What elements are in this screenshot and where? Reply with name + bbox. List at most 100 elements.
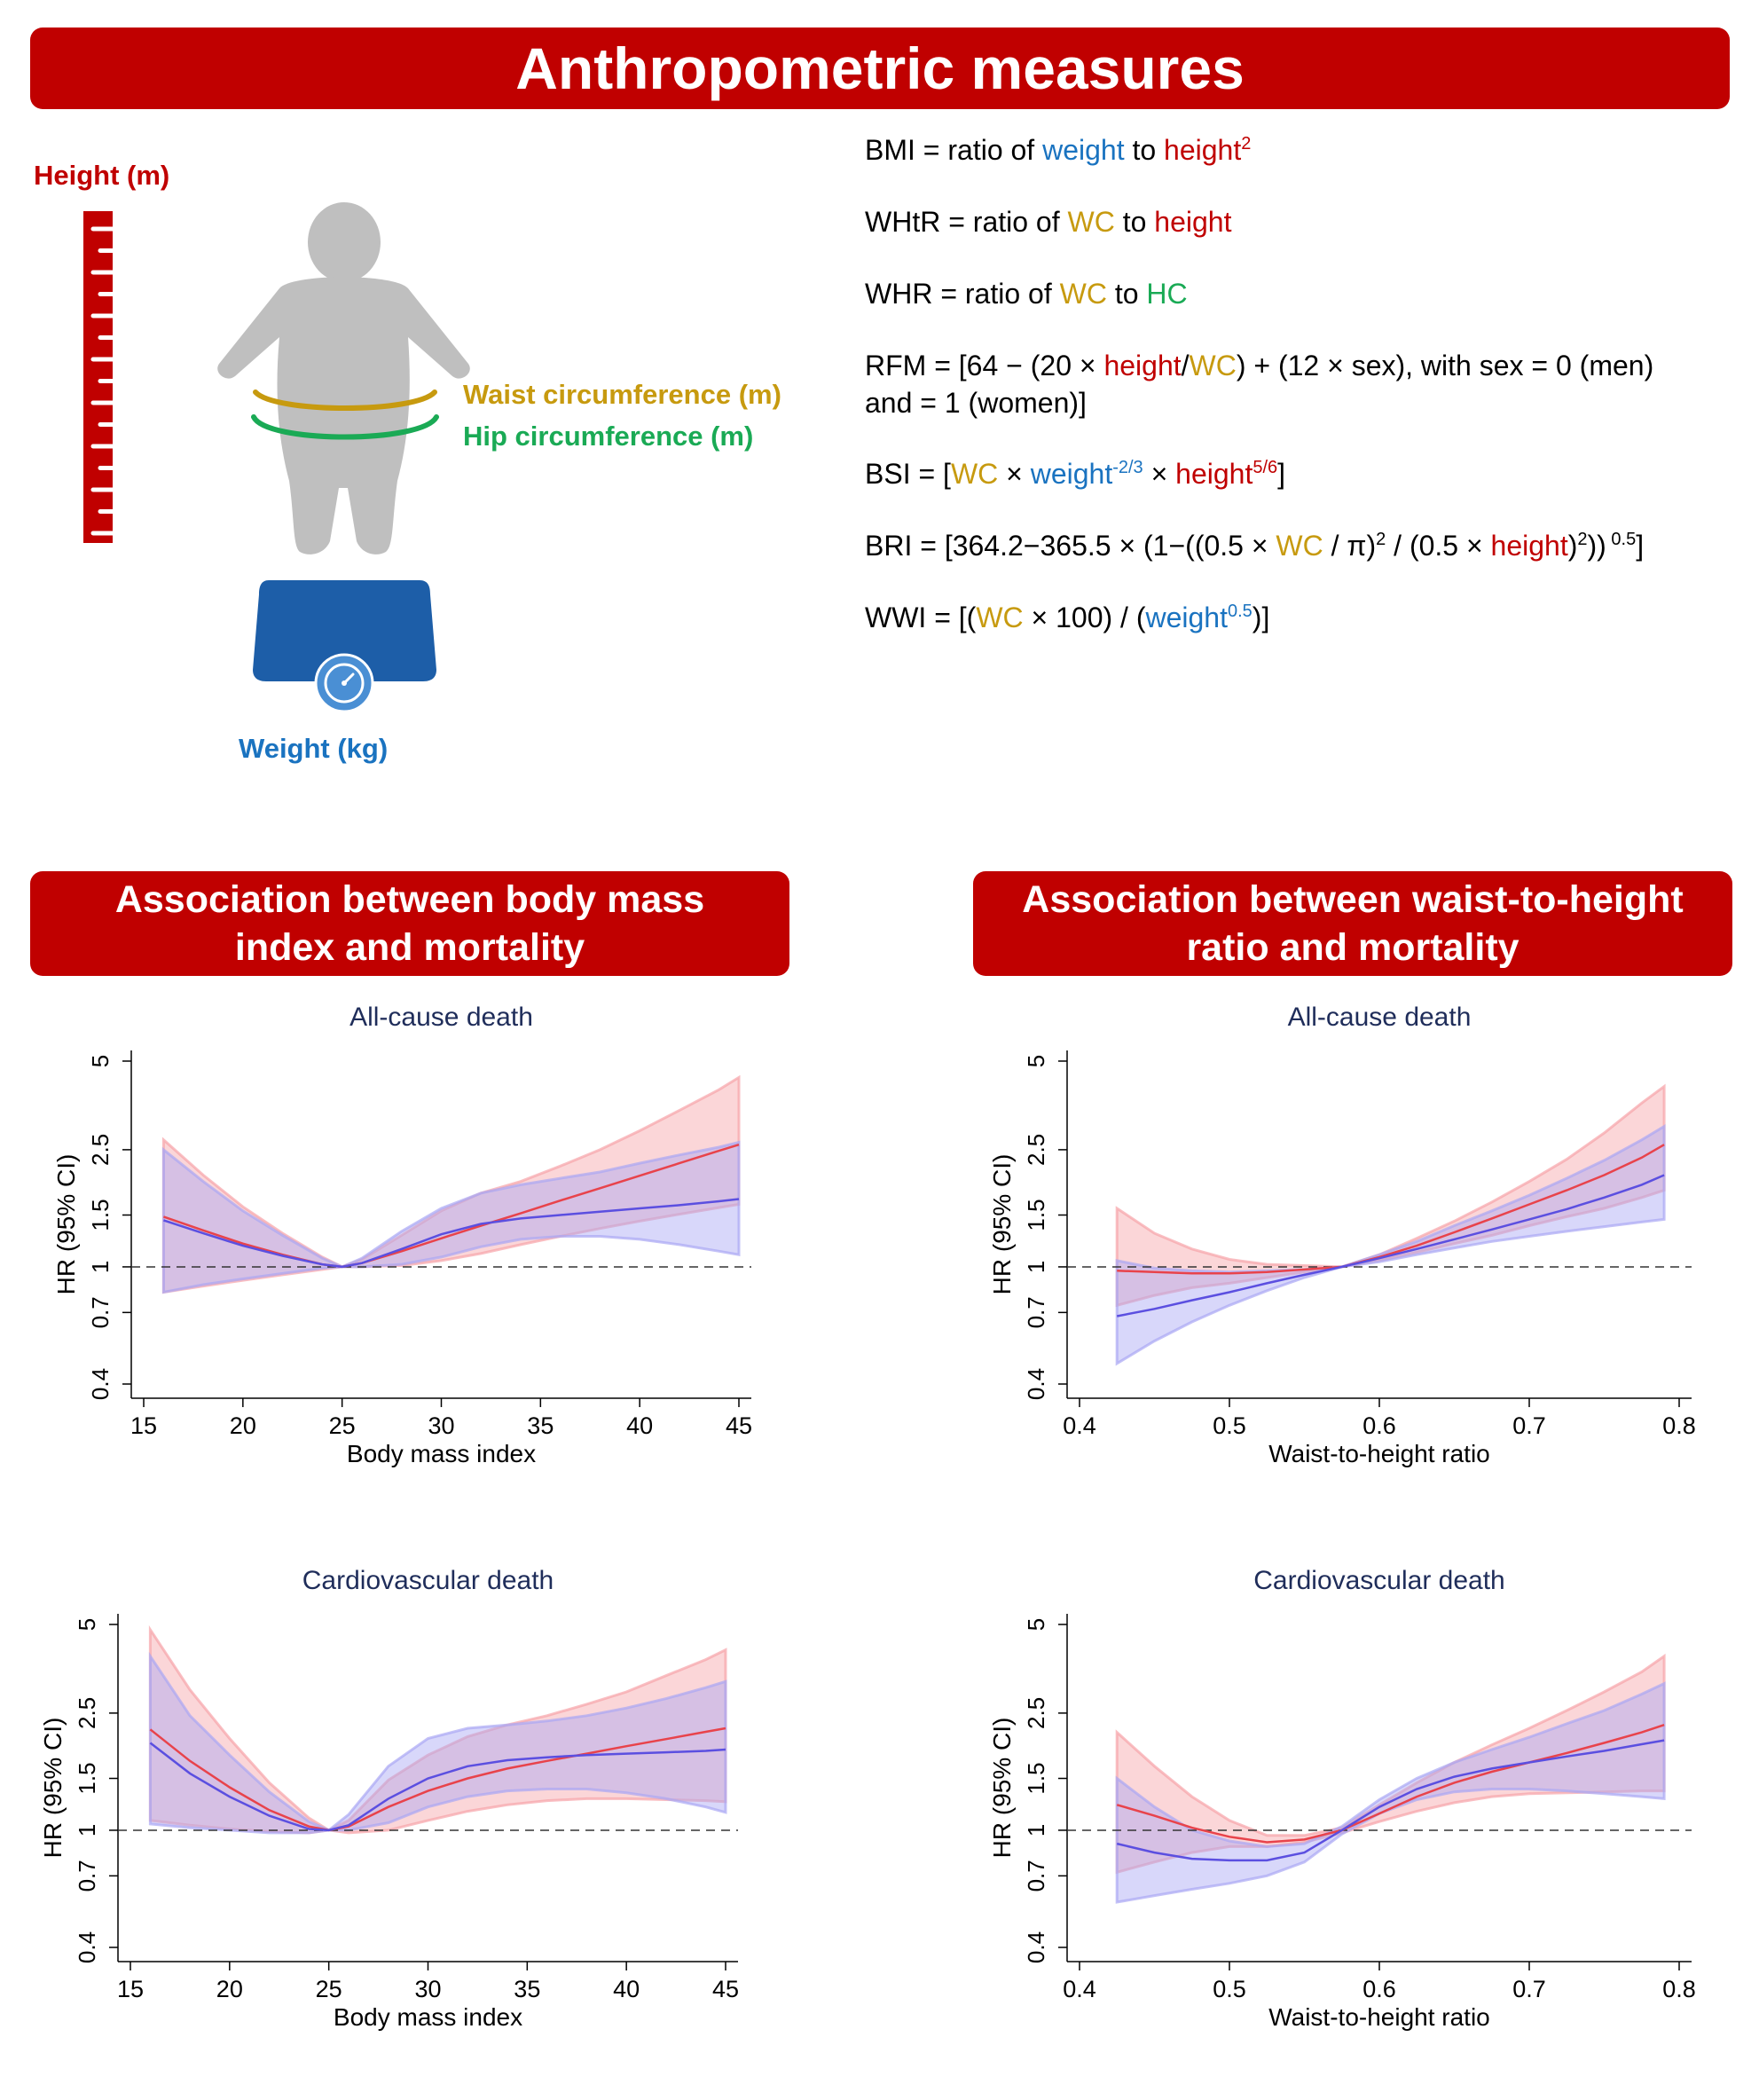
y-tick-label: 1.5: [87, 1199, 114, 1231]
rfm-formula: RFM = [64 − (20 × height/WC) + (12 × sex…: [865, 350, 1654, 419]
bsi-formula: BSI = [WC × weight-2/3 × height5/6]: [865, 458, 1286, 490]
weight-scale-icon: [253, 580, 436, 713]
series-line: [149, 1726, 726, 1832]
page-title: Anthropometric measures: [515, 35, 1245, 101]
bmi-formula: BMI = ratio of weight to height2: [865, 134, 1252, 166]
x-tick-label: 40: [613, 1976, 640, 2002]
y-tick-label: 5: [87, 1055, 114, 1067]
whtr-section-banner: Association between waist-to-height rati…: [973, 871, 1732, 976]
person-icon: [217, 202, 470, 554]
chart-background: [985, 994, 1747, 1490]
series-line: [1116, 1724, 1665, 1844]
y-tick-label: 0.4: [87, 1368, 114, 1400]
height-ruler-icon: [83, 211, 115, 543]
chart-background: [27, 1557, 825, 2054]
y-tick-label: 1: [1023, 1824, 1049, 1837]
whtr-section-title-line2: ratio and mortality: [1186, 926, 1519, 969]
y-tick-label: 0.4: [1023, 1368, 1049, 1400]
y-tick-label: 5: [1023, 1055, 1049, 1067]
y-tick-label: 5: [74, 1618, 100, 1631]
chart-title: Cardiovascular death: [302, 1566, 554, 1595]
y-tick-label: 0.4: [74, 1931, 100, 1963]
x-tick-label: 45: [726, 1412, 752, 1439]
bmi-section-title-line1: Association between body mass: [114, 878, 705, 921]
x-tick-label: 25: [329, 1412, 356, 1439]
y-axis-label: HR (95% CI): [988, 1154, 1016, 1295]
x-tick-label: 0.8: [1662, 1412, 1696, 1439]
confidence-band: [1115, 1681, 1666, 1904]
x-tick-label: 0.5: [1213, 1412, 1246, 1439]
y-tick-label: 2.5: [87, 1134, 114, 1166]
whtr-formula: WHtR = ratio of WC to height: [865, 206, 1232, 238]
chart-whtr-cardiovascular: Cardiovascular death 0.4 0.7 1 1.5 2.5 5 0.4 0.5…: [985, 1557, 1747, 2054]
x-axis-label: Waist-to-height ratio: [1268, 1440, 1490, 1467]
x-tick-label: 15: [130, 1412, 157, 1439]
whtr-section-title-line1: Association between waist-to-height: [1022, 878, 1684, 921]
series-line: [149, 1742, 726, 1832]
x-tick-label: 20: [216, 1976, 243, 2002]
x-tick-label: 0.7: [1512, 1412, 1546, 1439]
x-tick-label: 35: [527, 1412, 554, 1439]
x-axis-label: Body mass index: [334, 2003, 522, 2031]
series-line: [163, 1198, 740, 1269]
y-tick-label: 5: [1023, 1618, 1049, 1631]
y-tick-label: 1: [1023, 1261, 1049, 1273]
y-tick-label: 0.7: [87, 1296, 114, 1328]
body-illustration: [83, 202, 470, 713]
waist-circumference-label: Waist circumference (m): [463, 379, 781, 410]
bmi-section-title-line2: index and mortality: [234, 926, 585, 969]
x-tick-label: 20: [230, 1412, 256, 1439]
x-tick-label: 35: [514, 1976, 540, 2002]
x-tick-label: 0.4: [1063, 1412, 1096, 1439]
y-tick-label: 2.5: [1023, 1134, 1049, 1166]
y-axis-label: HR (95% CI): [52, 1154, 80, 1295]
bri-formula: BRI = [364.2−365.5 × (1−((0.5 × WC / π)2…: [865, 530, 1645, 562]
x-tick-label: 30: [414, 1976, 441, 2002]
weight-label: Weight (kg): [239, 733, 389, 764]
chart-background: [27, 994, 825, 1490]
x-axis-label: Body mass index: [347, 1440, 536, 1467]
series-line: [1117, 1144, 1665, 1275]
y-tick-label: 0.7: [1023, 1296, 1049, 1328]
waist-band-icon: [253, 389, 437, 411]
hip-circumference-label: Hip circumference (m): [463, 421, 754, 452]
y-tick-label: 2.5: [74, 1697, 100, 1729]
chart-whtr-all-cause: All-cause death 0.4 0.7 1 1.5 2.5 5 0.4 0.5 0.6 0.…: [985, 994, 1747, 1490]
x-tick-label: 0.6: [1362, 1976, 1396, 2002]
x-tick-label: 0.6: [1362, 1412, 1396, 1439]
series-line: [1116, 1174, 1665, 1317]
y-axis-label: HR (95% CI): [39, 1718, 67, 1859]
x-tick-label: 25: [316, 1976, 342, 2002]
height-label: Height (m): [34, 160, 170, 191]
x-tick-label: 0.4: [1063, 1976, 1096, 2002]
chart-title: All-cause death: [349, 1003, 533, 1032]
x-tick-label: 30: [428, 1412, 454, 1439]
y-tick-label: 1: [87, 1261, 114, 1273]
chart-background: [985, 1557, 1747, 2054]
x-tick-label: 45: [712, 1976, 739, 2002]
y-tick-label: 1.5: [1023, 1762, 1049, 1794]
x-tick-label: 0.7: [1512, 1976, 1546, 2002]
y-tick-label: 1.5: [74, 1762, 100, 1794]
series-line: [162, 1144, 740, 1269]
y-tick-label: 1.5: [1023, 1199, 1049, 1231]
hip-band-icon: [251, 414, 439, 440]
y-axis-label: HR (95% CI): [988, 1718, 1016, 1859]
chart-bmi-cardiovascular: Cardiovascular death 0.4 0.7 1 1.5 2.5 5 15 20 25…: [27, 1557, 825, 2054]
x-tick-label: 0.8: [1662, 1976, 1696, 2002]
y-tick-label: 0.7: [1023, 1860, 1049, 1892]
x-axis-label: Waist-to-height ratio: [1268, 2003, 1490, 2031]
y-tick-label: 0.7: [74, 1860, 100, 1892]
chart-title: All-cause death: [1288, 1003, 1472, 1032]
main-title-banner: Anthropometric measures: [30, 28, 1730, 109]
x-tick-label: 15: [117, 1976, 144, 2002]
bmi-section-banner: Association between body mass index and …: [30, 871, 789, 976]
chart-bmi-all-cause: All-cause death 0.4 0.7 1 1.5 2.5 5 15 20 25 30 35 4…: [27, 994, 825, 1490]
y-tick-label: 2.5: [1023, 1697, 1049, 1729]
x-tick-label: 40: [626, 1412, 653, 1439]
wwi-formula: WWI = [(WC × 100) / (weight0.5)]: [865, 602, 1270, 633]
whr-formula: WHR = ratio of WC to HC: [865, 278, 1188, 310]
series-line: [1116, 1739, 1665, 1862]
chart-title: Cardiovascular death: [1253, 1566, 1505, 1595]
x-tick-label: 0.5: [1213, 1976, 1246, 2002]
